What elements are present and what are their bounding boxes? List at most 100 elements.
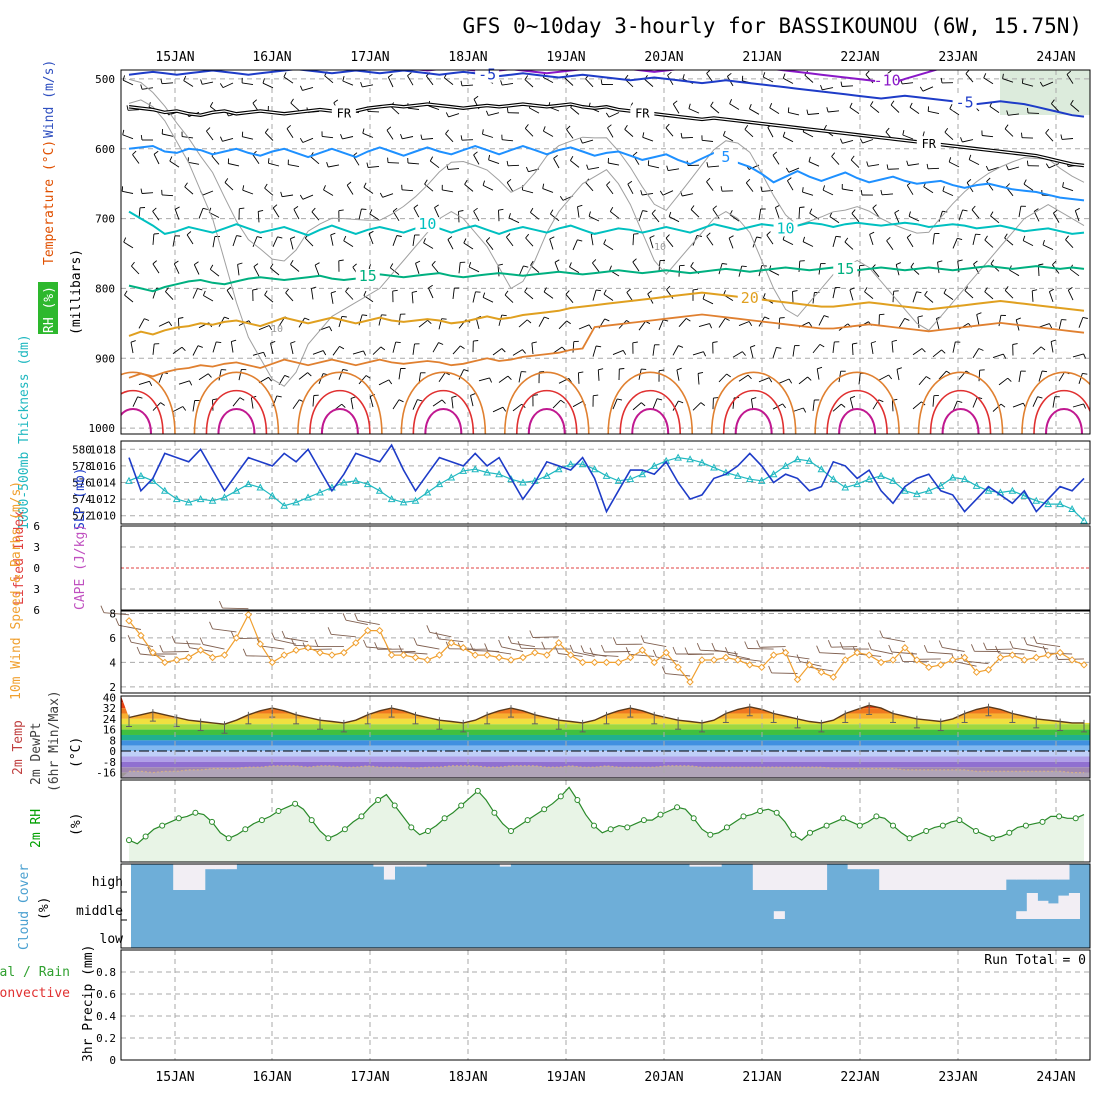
wind-barb bbox=[972, 348, 980, 359]
lifted-index-tick-6: 6 bbox=[33, 604, 40, 617]
wind-barb bbox=[328, 164, 340, 168]
wind-barb-flag bbox=[398, 399, 404, 403]
10m-wind-barb-flag bbox=[209, 621, 213, 629]
wind-barb bbox=[322, 135, 334, 139]
wind-barb bbox=[798, 376, 808, 385]
wind-barb-flag bbox=[286, 124, 291, 129]
wind-barb-flag bbox=[311, 286, 317, 289]
thickness-marker bbox=[566, 460, 575, 468]
wind-barb bbox=[412, 399, 418, 410]
wind-barb-flag bbox=[984, 287, 988, 292]
10m-wind-axis-label: 10m Wind Speed & Barbs (m/s) bbox=[9, 481, 24, 700]
wind-barb bbox=[603, 293, 614, 301]
bottom-date-16JAN: 16JAN bbox=[252, 1070, 291, 1085]
thickness-marker bbox=[1068, 505, 1076, 513]
wind-barb-flag bbox=[202, 207, 208, 210]
wind-barb bbox=[564, 77, 574, 86]
wind-barb-flag bbox=[561, 346, 566, 352]
10m-wind-barb-flag bbox=[517, 641, 522, 649]
high-cloud-clear bbox=[763, 864, 775, 890]
2m-rh-marker bbox=[624, 824, 631, 831]
wind-barb bbox=[172, 406, 184, 412]
thickness-marker bbox=[578, 460, 587, 468]
2m-rh-marker bbox=[358, 813, 365, 820]
wind-barb bbox=[312, 350, 324, 355]
warm-contour bbox=[205, 389, 268, 434]
wind-barb bbox=[1038, 323, 1050, 328]
warm-contour bbox=[400, 371, 487, 434]
wind-barb bbox=[892, 291, 895, 303]
wind-barb bbox=[870, 342, 874, 354]
wind-barb bbox=[130, 342, 134, 354]
thickness-marker bbox=[160, 486, 169, 494]
wind-barb bbox=[1061, 138, 1074, 140]
wind-barb bbox=[1066, 74, 1074, 84]
wind-barb bbox=[332, 346, 340, 356]
wind-barb bbox=[1065, 239, 1074, 249]
10m-wind-marker bbox=[555, 639, 563, 647]
top-date-24JAN: 24JAN bbox=[1036, 50, 1075, 65]
2m-rh-marker bbox=[640, 817, 647, 824]
wind-barb-flag bbox=[526, 319, 532, 324]
high-cloud-clear bbox=[373, 864, 385, 867]
wind-barb bbox=[212, 236, 216, 248]
10m-wind-marker bbox=[125, 617, 133, 625]
wind-barb bbox=[1022, 240, 1034, 247]
middle-cloud-clear bbox=[1058, 895, 1070, 919]
10m-wind-barb-flag bbox=[923, 645, 928, 653]
wind-barb-flag bbox=[392, 289, 398, 292]
thickness-marker bbox=[363, 480, 372, 488]
wind-barb-flag bbox=[1004, 124, 1009, 130]
temp-unit-label: (°C) bbox=[69, 737, 84, 768]
10m-wind-marker bbox=[829, 673, 838, 681]
wind-barb bbox=[426, 75, 434, 86]
wind-barb bbox=[478, 377, 490, 382]
wind-barb bbox=[744, 129, 754, 138]
wind-barb-flag bbox=[606, 181, 611, 186]
wind-barb-flag bbox=[473, 207, 478, 212]
wind-barb-flag bbox=[330, 290, 336, 294]
temp-band bbox=[121, 751, 1090, 757]
warm-contour bbox=[631, 408, 670, 434]
10m-wind-barb bbox=[416, 644, 440, 650]
wind-barb-flag bbox=[470, 393, 476, 396]
wind-barb-flag bbox=[160, 78, 163, 84]
thickness-marker bbox=[674, 453, 682, 461]
high-cloud-clear bbox=[215, 864, 227, 870]
wind-barb-flag bbox=[530, 260, 534, 266]
wind-barb-flag bbox=[322, 350, 327, 356]
2m-rh-marker bbox=[541, 806, 548, 813]
wind-barb-flag bbox=[427, 319, 432, 325]
wind-barb bbox=[498, 210, 500, 222]
wind-barb bbox=[1012, 402, 1024, 408]
10m-wind-barb bbox=[891, 651, 917, 655]
wind-barb-flag bbox=[624, 124, 628, 130]
wind-barb bbox=[638, 210, 643, 222]
top-date-labels: 15JAN 16JAN 17JAN 18JAN 19JAN 20JAN 21JAN 22JAN… bbox=[155, 50, 1075, 65]
wind-barb bbox=[752, 236, 758, 248]
wind-barb-flag bbox=[438, 342, 444, 345]
wind-barb-flag bbox=[659, 369, 665, 372]
10m-wind-barb-flag bbox=[696, 643, 701, 651]
wind-barb bbox=[553, 158, 560, 169]
wind-barb bbox=[242, 136, 254, 140]
wind-barb bbox=[729, 214, 740, 222]
wind-barb-flag bbox=[458, 210, 464, 212]
thickness-marker bbox=[411, 496, 420, 504]
wind-barb bbox=[131, 265, 140, 275]
warm-contour bbox=[734, 408, 773, 434]
wind-barb bbox=[1042, 81, 1054, 87]
wind-barb bbox=[530, 265, 540, 273]
wind-barb-flag bbox=[641, 402, 646, 407]
wind-barb-flag bbox=[489, 377, 493, 383]
wind-barb-flag bbox=[365, 375, 371, 379]
wind-barb bbox=[668, 216, 680, 223]
wind-barb-flag bbox=[323, 185, 326, 191]
wind-barb bbox=[290, 102, 300, 111]
wind-barb bbox=[672, 345, 679, 356]
wind-barb bbox=[286, 128, 294, 139]
wind-barb-flag bbox=[627, 180, 633, 185]
wind-barb bbox=[908, 163, 920, 166]
thickness-marker bbox=[781, 461, 790, 469]
wind-barb-flag bbox=[957, 237, 963, 241]
